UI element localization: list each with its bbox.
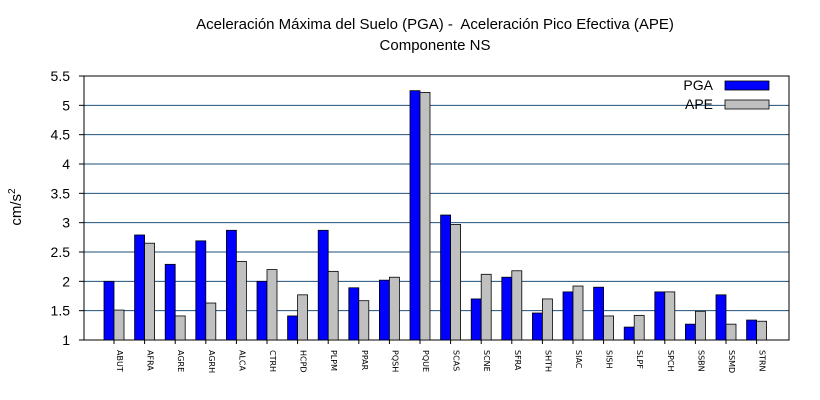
- bar-pga-plpm: [317, 229, 329, 341]
- bar-pga-slpf: [623, 326, 635, 341]
- bar-pga-scas: [440, 214, 452, 341]
- x-category-label: PQSH: [390, 350, 399, 372]
- plot-frame: [83, 75, 790, 341]
- y-tick-label: 2: [62, 273, 70, 289]
- bar-pga-pque: [409, 90, 421, 341]
- bar-pga-pqsh: [378, 279, 390, 341]
- bar-ape-afra: [144, 242, 156, 341]
- bar-ape-hcpd: [297, 294, 309, 341]
- bar-ape-ppar: [358, 300, 370, 341]
- bar-ape-sish: [603, 315, 614, 341]
- bar-ape-pqsh: [388, 276, 400, 341]
- x-category-label: SISH: [605, 350, 614, 369]
- bar-ape-slpf: [633, 314, 645, 341]
- y-tick-label: 3: [62, 215, 70, 231]
- bar-ape-pque: [419, 92, 431, 341]
- x-category-label: AFRA: [146, 350, 155, 371]
- legend-swatch-ape: [724, 99, 770, 110]
- bar-pga-hcpd: [287, 315, 299, 341]
- bar-ape-agrh: [205, 302, 217, 341]
- bar-ape-alca: [235, 260, 247, 341]
- bar-pga-shth: [532, 312, 543, 341]
- x-category-label: SFRA: [513, 350, 522, 371]
- x-category-label: STRN: [758, 350, 767, 372]
- bar-ape-shth: [542, 298, 553, 341]
- x-category-label: SHTH: [543, 350, 552, 372]
- bar-ape-plpm: [327, 270, 339, 341]
- legend-swatch-pga: [724, 80, 770, 91]
- bar-pga-sfra: [501, 276, 513, 341]
- bar-ape-siac: [572, 285, 584, 341]
- bar-ape-ssmd: [725, 323, 737, 341]
- bar-ape-spch: [664, 291, 676, 341]
- bar-ape-sfra: [511, 270, 523, 341]
- legend-label-ape: APE: [685, 96, 713, 112]
- x-category-label: SCNE: [482, 350, 491, 372]
- bar-ape-abut: [113, 309, 125, 341]
- bar-pga-spch: [654, 291, 666, 341]
- x-category-label: SSBN: [696, 350, 705, 372]
- bar-ape-agre: [174, 315, 186, 341]
- x-category-label: PPAR: [360, 350, 369, 371]
- chart-subtitle: Componente NS: [379, 37, 491, 54]
- bar-pga-afra: [134, 234, 146, 341]
- bar-pga-sish: [593, 286, 604, 341]
- bar-ape-ctrh: [266, 269, 278, 341]
- bar-pga-ppar: [348, 287, 360, 341]
- x-category-label: SIAC: [574, 350, 583, 369]
- legend-label-pga: PGA: [683, 77, 713, 93]
- x-category-label: AGRE: [176, 350, 185, 372]
- x-category-label: PLPM: [329, 350, 338, 371]
- y-tick-label: 4.5: [51, 127, 71, 143]
- x-category-label: SLPF: [635, 350, 644, 369]
- x-category-label: SPCH: [666, 350, 675, 372]
- bar-ape-scas: [450, 224, 462, 341]
- y-tick-label: 1.5: [51, 303, 71, 319]
- bar-pga-scne: [470, 298, 482, 341]
- bar-pga-agrh: [195, 240, 207, 341]
- y-tick-label: 5.5: [51, 68, 71, 84]
- chart-title: Aceleración Máxima del Suelo (PGA) - Ace…: [196, 16, 674, 33]
- x-category-label: PQUE: [421, 350, 430, 372]
- bar-ape-scne: [480, 273, 492, 341]
- y-tick-label: 5: [62, 97, 70, 113]
- bar-ape-ssbn: [695, 310, 706, 341]
- bar-ape-strn: [756, 320, 767, 341]
- x-category-label: AGRH: [207, 350, 216, 373]
- bar-pga-ssmd: [715, 294, 727, 341]
- bar-pga-strn: [746, 319, 757, 341]
- x-category-label: HCPD: [299, 350, 308, 373]
- bar-pga-agre: [164, 263, 176, 341]
- bar-pga-alca: [225, 229, 237, 341]
- x-category-label: ALCA: [237, 350, 246, 372]
- x-category-label: SCAS: [452, 350, 461, 371]
- y-tick-label: 3.5: [51, 185, 71, 201]
- x-category-label: ABUT: [115, 350, 124, 372]
- x-category-label: CTRH: [268, 350, 277, 372]
- bar-pga-ssbn: [685, 323, 696, 341]
- y-tick-label: 4: [62, 156, 70, 172]
- x-category-label: SSMD: [727, 350, 736, 373]
- bar-pga-siac: [562, 291, 574, 341]
- y-tick-label: 2.5: [51, 244, 71, 260]
- y-tick-label: 1: [62, 332, 70, 348]
- bar-pga-ctrh: [256, 280, 268, 341]
- bar-pga-abut: [103, 280, 115, 341]
